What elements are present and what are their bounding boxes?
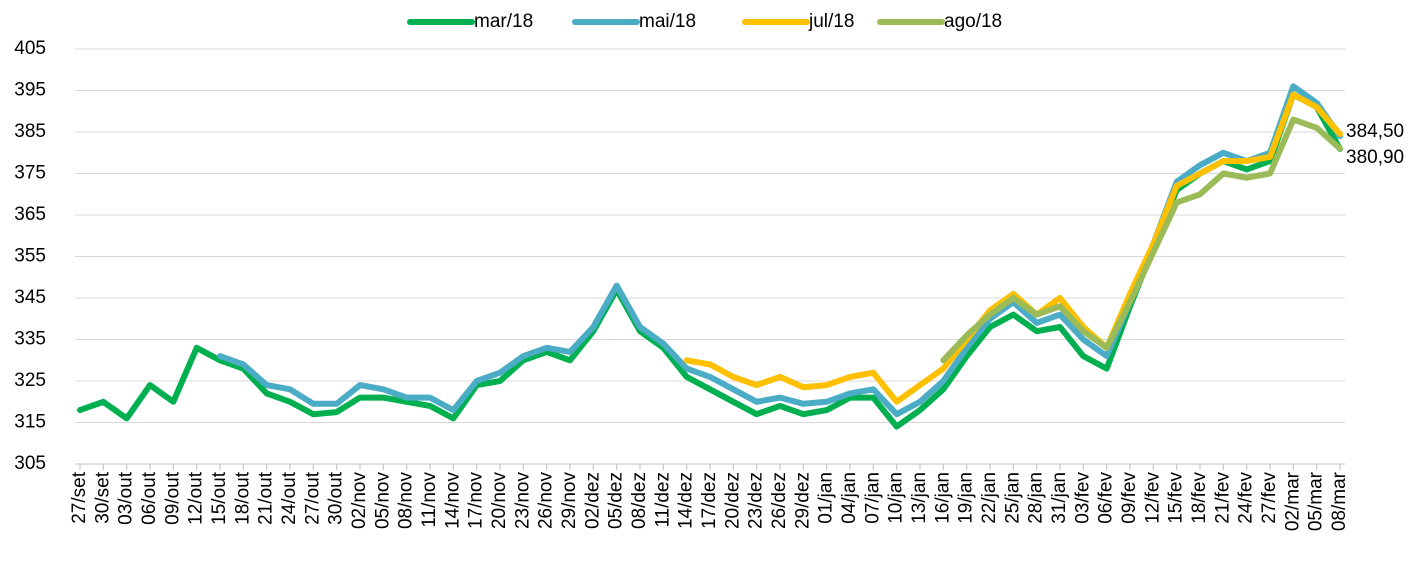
series-line bbox=[683, 91, 1343, 405]
y-tick-label: 385 bbox=[14, 121, 46, 142]
x-tick-label: 14/dez bbox=[676, 472, 697, 529]
x-tick-label: 22/jan bbox=[979, 472, 1000, 524]
x-tick-label: 24/out bbox=[279, 471, 300, 525]
x-tick-label: 26/nov bbox=[536, 472, 557, 530]
x-tick-label: 04/jan bbox=[839, 472, 860, 524]
x-tick-label: 02/mar bbox=[1282, 471, 1303, 531]
x-tick-label: 05/mar bbox=[1306, 471, 1327, 531]
x-tick-label: 13/jan bbox=[909, 472, 930, 524]
y-tick-label: 305 bbox=[14, 453, 46, 474]
value-label: 380,90 bbox=[1346, 147, 1404, 168]
x-tick-label: 15/out bbox=[209, 471, 230, 525]
x-tick-label: 02/dez bbox=[582, 472, 603, 529]
x-tick-label: 03/out bbox=[116, 471, 137, 525]
y-tick-label: 355 bbox=[14, 246, 46, 267]
x-tick-label: 02/nov bbox=[349, 472, 370, 530]
x-tick-label: 31/jan bbox=[1049, 472, 1070, 524]
y-tick-label: 365 bbox=[14, 204, 46, 225]
x-tick-label: 11/nov bbox=[419, 472, 440, 528]
x-tick-label: 05/nov bbox=[372, 472, 393, 530]
x-tick-label: 23/nov bbox=[512, 472, 533, 530]
series-line bbox=[217, 83, 1343, 418]
x-tick-label: 30/out bbox=[326, 471, 347, 525]
x-tick-label: 21/fev bbox=[1212, 472, 1233, 524]
legend-label: ago/18 bbox=[944, 11, 1002, 32]
y-tick-label: 395 bbox=[14, 80, 46, 101]
x-tick-label: 09/fev bbox=[1119, 472, 1140, 524]
y-tick-label: 405 bbox=[14, 38, 46, 59]
x-tick-label: 18/fev bbox=[1189, 472, 1210, 524]
x-tick-label: 07/jan bbox=[862, 472, 883, 524]
x-tick-label: 06/out bbox=[139, 471, 160, 525]
x-tick-label: 24/fev bbox=[1236, 472, 1257, 524]
y-tick-label: 345 bbox=[14, 287, 46, 308]
x-tick-label: 16/jan bbox=[932, 472, 953, 524]
x-tick-label: 17/nov bbox=[466, 472, 487, 530]
x-tick-label: 29/nov bbox=[559, 472, 580, 530]
x-tick-label: 18/out bbox=[232, 471, 253, 525]
x-tick-label: 26/dez bbox=[769, 472, 790, 529]
x-tick-label: 08/nov bbox=[396, 472, 417, 530]
x-tick-label: 29/dez bbox=[792, 472, 813, 529]
x-tick-label: 15/fev bbox=[1166, 472, 1187, 524]
x-tick-label: 06/fev bbox=[1096, 472, 1117, 524]
legend-label: jul/18 bbox=[808, 11, 854, 32]
x-tick-label: 28/jan bbox=[1026, 472, 1047, 524]
y-tick-label: 375 bbox=[14, 163, 46, 184]
x-tick-label: 20/dez bbox=[722, 472, 743, 529]
x-tick-label: 19/jan bbox=[956, 472, 977, 524]
x-tick-label: 27/out bbox=[302, 471, 323, 525]
x-tick-label: 27/set bbox=[69, 471, 90, 523]
x-tick-label: 12/fev bbox=[1142, 472, 1163, 524]
x-tick-label: 21/out bbox=[256, 471, 277, 525]
x-tick-label: 05/dez bbox=[606, 472, 627, 529]
legend-label: mai/18 bbox=[639, 11, 696, 32]
x-tick-label: 03/fev bbox=[1072, 472, 1093, 524]
x-tick-label: 25/jan bbox=[1002, 472, 1023, 524]
y-tick-label: 335 bbox=[14, 329, 46, 350]
x-tick-label: 14/nov bbox=[442, 472, 463, 530]
y-tick-label: 315 bbox=[14, 412, 46, 433]
x-tick-label: 09/out bbox=[162, 471, 183, 525]
x-tick-label: 23/dez bbox=[746, 472, 767, 529]
x-tick-label: 08/dez bbox=[629, 472, 650, 529]
series-line bbox=[940, 116, 1343, 364]
x-tick-label: 11/dez bbox=[652, 472, 673, 528]
x-tick-label: 10/jan bbox=[886, 472, 907, 524]
value-label: 384,50 bbox=[1346, 121, 1404, 142]
x-tick-label: 08/mar bbox=[1329, 471, 1350, 531]
x-tick-label: 30/set bbox=[92, 471, 113, 523]
x-tick-label: 12/out bbox=[186, 471, 207, 525]
y-tick-label: 325 bbox=[14, 370, 46, 391]
x-tick-label: 17/dez bbox=[699, 472, 720, 529]
x-tick-label: 27/fev bbox=[1259, 472, 1280, 524]
x-tick-label: 01/jan bbox=[816, 472, 837, 524]
legend-label: mar/18 bbox=[474, 11, 533, 32]
x-tick-label: 20/nov bbox=[489, 472, 510, 530]
